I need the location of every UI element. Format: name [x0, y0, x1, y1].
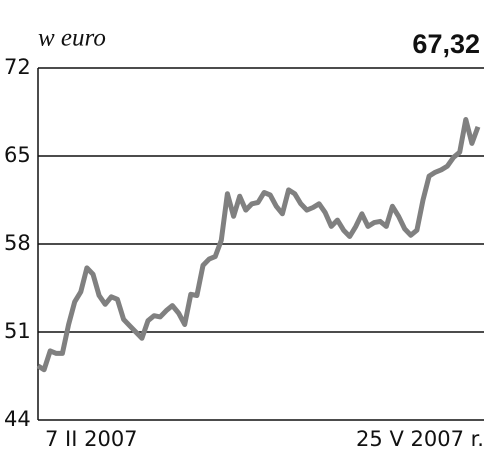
y-tick-label: 65	[4, 143, 31, 167]
value-label: 67,32	[412, 29, 480, 59]
chart-title: w euro	[38, 25, 106, 52]
y-tick-label: 44	[4, 407, 31, 431]
y-tick-label: 51	[4, 319, 31, 343]
y-tick-label: 58	[4, 231, 31, 255]
x-tick-label: 7 II 2007	[45, 427, 138, 451]
line	[36, 117, 481, 373]
y-tick-label: 72	[4, 55, 31, 79]
x-tick-label: 25 V 2007 r.	[356, 427, 484, 451]
